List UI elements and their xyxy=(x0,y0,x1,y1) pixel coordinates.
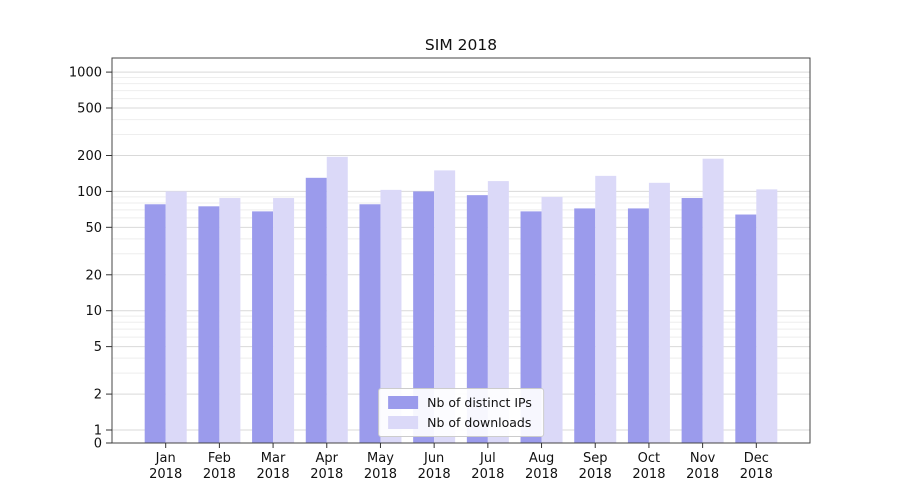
bar-distinct-ips-jul xyxy=(466,195,488,443)
x-tick-label-month: Aug xyxy=(529,451,554,466)
plot-border xyxy=(111,57,811,444)
legend-item: Nb of distinct IPs xyxy=(388,395,532,410)
x-tick-label-month: Mar xyxy=(261,451,286,466)
x-tick-label-month: May xyxy=(367,451,394,466)
x-tick-label-year: 2018 xyxy=(740,467,773,482)
legend-label-downloads: Nb of downloads xyxy=(427,415,532,430)
bar-distinct-ips-may xyxy=(359,204,381,443)
y-tick-label: 5 xyxy=(94,340,102,355)
x-tick-label-year: 2018 xyxy=(149,467,182,482)
bar-downloads-jan xyxy=(165,191,187,443)
bar-distinct-ips-aug xyxy=(520,211,542,443)
x-tick-label-month: Jan xyxy=(155,451,176,466)
bar-downloads-aug xyxy=(541,196,563,443)
bar-downloads-mar xyxy=(273,198,295,443)
chart-title: SIM 2018 xyxy=(424,36,498,54)
y-tick-label: 200 xyxy=(77,149,102,164)
bar-downloads-jun xyxy=(434,170,456,443)
bar-downloads-jul xyxy=(487,181,509,443)
bar-downloads-oct xyxy=(648,182,670,444)
bar-downloads-nov xyxy=(702,158,724,443)
y-tick-label: 500 xyxy=(77,102,102,117)
bar-distinct-ips-jan xyxy=(144,204,166,443)
y-tick-label: 50 xyxy=(85,221,102,236)
legend: Nb of distinct IPs Nb of downloads xyxy=(378,388,544,437)
x-tick-label-year: 2018 xyxy=(471,467,504,482)
x-tick-label-month: Oct xyxy=(638,451,660,466)
bar-downloads-sep xyxy=(595,175,617,443)
x-tick-label-year: 2018 xyxy=(525,467,558,482)
x-tick-label-month: Sep xyxy=(583,451,608,466)
bar-distinct-ips-oct xyxy=(627,208,649,443)
bar-downloads-apr xyxy=(326,156,348,443)
y-tick-label: 1000 xyxy=(69,66,102,81)
bar-distinct-ips-apr xyxy=(305,177,327,443)
legend-label-distinct-ips: Nb of distinct IPs xyxy=(427,395,532,410)
x-tick-label-month: Dec xyxy=(744,451,769,466)
legend-swatch-downloads xyxy=(388,416,419,429)
bar-distinct-ips-mar xyxy=(252,211,274,443)
x-tick-label-month: Jun xyxy=(423,451,444,466)
x-tick-label-year: 2018 xyxy=(257,467,290,482)
bar-downloads-may xyxy=(380,189,402,443)
y-tick-label: 100 xyxy=(77,185,102,200)
bar-distinct-ips-jun xyxy=(413,191,435,443)
bar-downloads-dec xyxy=(756,189,778,443)
x-tick-label-month: Jul xyxy=(479,451,496,466)
bar-distinct-ips-feb xyxy=(198,206,220,443)
x-tick-label-year: 2018 xyxy=(418,467,451,482)
legend-swatch-distinct-ips xyxy=(388,396,419,409)
y-tick-label: 2 xyxy=(94,388,102,403)
x-tick-label-month: Feb xyxy=(208,451,231,466)
x-tick-label-year: 2018 xyxy=(310,467,343,482)
bar-distinct-ips-nov xyxy=(681,198,703,443)
bar-distinct-ips-dec xyxy=(735,214,757,443)
x-tick-label-month: Apr xyxy=(316,451,339,466)
bar-distinct-ips-sep xyxy=(574,208,596,443)
bar-downloads-feb xyxy=(219,198,241,443)
y-tick-label: 20 xyxy=(85,268,102,283)
legend-item: Nb of downloads xyxy=(388,415,532,430)
x-tick-label-year: 2018 xyxy=(579,467,612,482)
x-tick-label-year: 2018 xyxy=(364,467,397,482)
x-tick-label-year: 2018 xyxy=(203,467,236,482)
y-tick-label: 0 xyxy=(94,437,102,452)
x-tick-label-year: 2018 xyxy=(632,467,665,482)
y-tick-label: 10 xyxy=(85,304,102,319)
x-tick-label-year: 2018 xyxy=(686,467,719,482)
y-tick-label: 1 xyxy=(94,424,102,439)
x-tick-label-month: Nov xyxy=(690,451,716,466)
